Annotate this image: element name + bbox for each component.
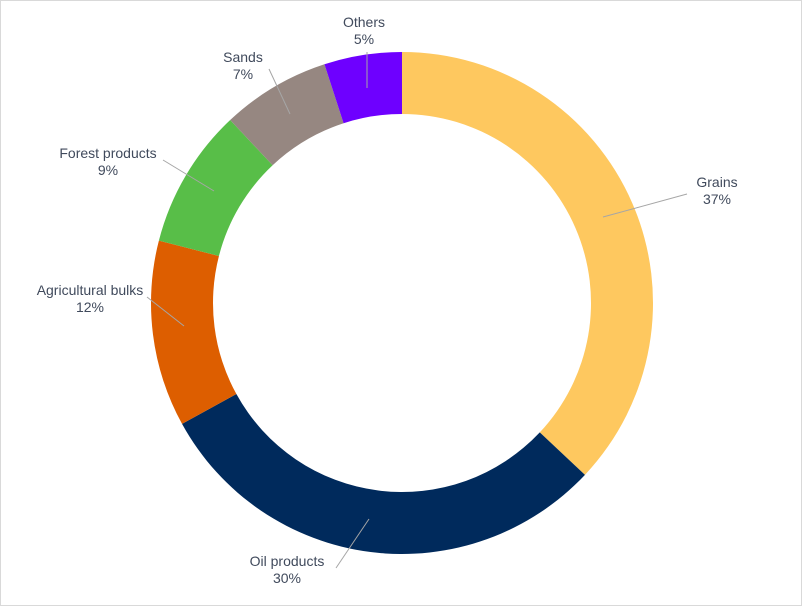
slice-label-sands: Sands [223,49,263,65]
slice-label-agricultural-bulks: Agricultural bulks [37,282,144,298]
slice-grains [402,52,653,475]
slice-oil-products [182,394,585,554]
slice-sands [230,64,344,166]
slice-label-forest-products: Forest products [59,145,156,161]
slice-value-sands: 7% [233,66,253,82]
slices-layer [151,52,653,554]
slice-value-forest-products: 9% [98,162,118,178]
slice-label-oil-products: Oil products [250,553,325,569]
slice-label-grains: Grains [696,174,737,190]
slice-value-grains: 37% [703,191,731,207]
leader-line-oil-products [335,518,370,569]
leader-line-grains [602,193,688,218]
slice-value-oil-products: 30% [273,570,301,586]
leader-lines-layer [146,52,688,569]
slice-value-agricultural-bulks: 12% [76,299,104,315]
slice-agricultural-bulks [151,240,237,424]
leader-line-agricultural-bulks [146,296,185,327]
leader-line-forest-products [162,159,215,192]
leader-line-sands [268,68,291,115]
slice-label-others: Others [343,14,385,30]
slice-forest-products [158,120,273,256]
slice-others [324,52,402,124]
slice-value-others: 5% [354,31,374,47]
